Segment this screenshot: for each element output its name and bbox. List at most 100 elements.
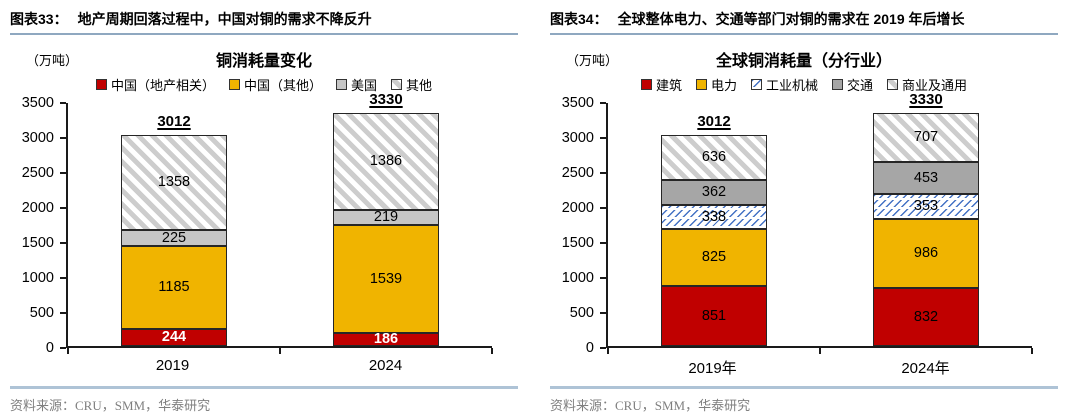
y-axis-tick-mark (60, 137, 66, 139)
legend-item: 建筑 (640, 75, 682, 94)
legend: 中国（地产相关） 中国（其他） 美国 其他 (10, 73, 518, 95)
legend-item: 工业机械 (750, 75, 818, 94)
y-axis-tick-mark (60, 172, 66, 174)
legend-label: 其他 (406, 77, 433, 93)
legend-item: 电力 (695, 75, 737, 94)
legend-item: 中国（地产相关） (95, 75, 215, 94)
y-axis-tick-label: 1000 (561, 270, 594, 286)
y-axis-tick-label: 0 (45, 340, 54, 356)
segment-value-label: 851 (701, 307, 727, 324)
y-axis-tick-label: 1500 (21, 235, 54, 251)
y-axis-tick-mark (600, 102, 606, 104)
figure-number: 图表33： (10, 11, 68, 27)
segment-value-label: 825 (701, 249, 727, 266)
legend-label: 中国（其他） (243, 77, 322, 93)
legend-swatch (391, 78, 403, 90)
segment-value-label: 1185 (158, 279, 190, 296)
y-axis-tick-mark (600, 207, 606, 209)
bar-segment: 186 (333, 331, 439, 348)
figure-panel-33: 图表33： 地产周期回落过程中，中国对铜的需求不降反升 （万吨） 铜消耗量变化 中… (10, 10, 518, 414)
bar-segment: 1358 (121, 135, 227, 231)
y-axis-tick-label: 1000 (21, 270, 54, 286)
segment-value-label: 986 (913, 245, 939, 261)
x-axis-tick-mark (67, 348, 69, 354)
y-axis-unit-label: （万吨） (26, 53, 79, 68)
segment-value-label: 219 (373, 209, 399, 226)
legend-label: 商业及通用 (902, 77, 968, 93)
chart-title: 铜消耗量变化 (215, 53, 312, 70)
y-axis-tick-mark (60, 207, 66, 209)
y-axis-tick-label: 2000 (561, 200, 594, 216)
chart-head: （万吨） 全球铜消耗量（分行业） (550, 47, 1058, 71)
segment-value-label: 832 (913, 308, 939, 325)
legend-swatch (336, 78, 347, 90)
bar-segment: 1539 (333, 225, 439, 333)
segment-value-label: 453 (913, 169, 939, 186)
y-axis-tick-label: 3000 (561, 130, 594, 146)
x-axis-tick-mark (1031, 348, 1033, 354)
legend-label: 中国（地产相关） (110, 77, 215, 93)
legend-label: 建筑 (655, 77, 682, 93)
bar-segment: 832 (873, 287, 979, 346)
y-axis-tick-label: 500 (29, 305, 54, 321)
legend-label: 工业机械 (765, 77, 818, 93)
x-axis-category-label: 2024 (368, 357, 403, 374)
y-axis-tick-label: 2500 (561, 165, 594, 181)
bar-segment: 353 (873, 194, 979, 219)
bar-segment: 1185 (121, 245, 227, 329)
segment-value-label: 707 (913, 129, 939, 146)
source-note: 资料来源：CRU，SMM，华泰研究 (550, 386, 1058, 414)
bar-segment: 825 (661, 228, 767, 287)
y-axis-tick-mark (60, 102, 66, 104)
bar-total-label: 3012 (157, 113, 191, 131)
legend-swatch (95, 78, 107, 90)
bar-total-label: 3330 (909, 90, 943, 108)
y-axis-tick-label: 2000 (21, 200, 54, 216)
bar-segment: 707 (873, 112, 979, 163)
legend: 建筑 电力 工业机械 交通 商业及通用 (550, 73, 1058, 95)
segment-value-label: 338 (701, 208, 727, 225)
stacked-bar-chart: 244 1185 225 1358 3012 186 1539 219 1386 3330 0 50… (22, 91, 493, 374)
x-axis-category-label: 2024年 (901, 360, 950, 377)
legend-item: 商业及通用 (887, 75, 967, 94)
figure-header: 图表34： 全球整体电力、交通等部门对铜的需求在 2019 年后增长 (550, 10, 1058, 35)
legend-swatch (750, 78, 762, 90)
plot-area: 851 825 338 362 636 3012 832 986 353 453 707 3330 (600, 91, 1033, 354)
legend-swatch (640, 78, 652, 90)
segment-value-label: 244 (161, 329, 187, 346)
segment-value-label: 225 (161, 229, 187, 246)
y-axis-tick-label: 3000 (21, 130, 54, 146)
x-axis-tick-mark (607, 348, 609, 354)
plot-area: 244 1185 225 1358 3012 186 1539 219 1386 3330 (60, 91, 493, 354)
y-axis-tick-mark (600, 137, 606, 139)
x-axis-category-label: 2019年 (688, 360, 737, 377)
y-axis-tick-label: 0 (585, 340, 594, 356)
legend-swatch (695, 78, 707, 90)
bar-segment: 338 (661, 205, 767, 229)
segment-value-label: 1358 (157, 174, 191, 191)
source-note: 资料来源：CRU，SMM，华泰研究 (10, 386, 518, 414)
y-axis-tick-mark (60, 242, 66, 244)
x-axis-category-label: 2019 (155, 357, 190, 374)
bar-segment: 244 (121, 328, 227, 346)
figure-number: 图表34： (550, 11, 608, 27)
y-axis-unit-label: （万吨） (566, 53, 619, 68)
y-axis-tick-mark (600, 172, 606, 174)
y-axis-tick-mark (60, 277, 66, 279)
y-axis-tick-label: 2500 (21, 165, 54, 181)
legend-swatch (832, 78, 843, 90)
segment-value-label: 353 (913, 198, 939, 215)
y-axis-tick-mark (60, 347, 66, 349)
figure-header: 图表33： 地产周期回落过程中，中国对铜的需求不降反升 (10, 10, 518, 35)
legend-item: 其他 (391, 75, 432, 94)
segment-value-label: 1386 (369, 153, 403, 170)
segment-value-label: 186 (373, 331, 399, 348)
bar-segment: 362 (661, 179, 767, 206)
bar-segment: 225 (121, 230, 227, 246)
chart-title: 全球铜消耗量（分行业） (715, 53, 892, 70)
bar-segment: 851 (661, 286, 767, 346)
y-axis-tick-label: 1500 (561, 235, 594, 251)
x-axis-tick-mark (819, 348, 821, 354)
y-axis-tick-label: 3500 (21, 95, 54, 111)
